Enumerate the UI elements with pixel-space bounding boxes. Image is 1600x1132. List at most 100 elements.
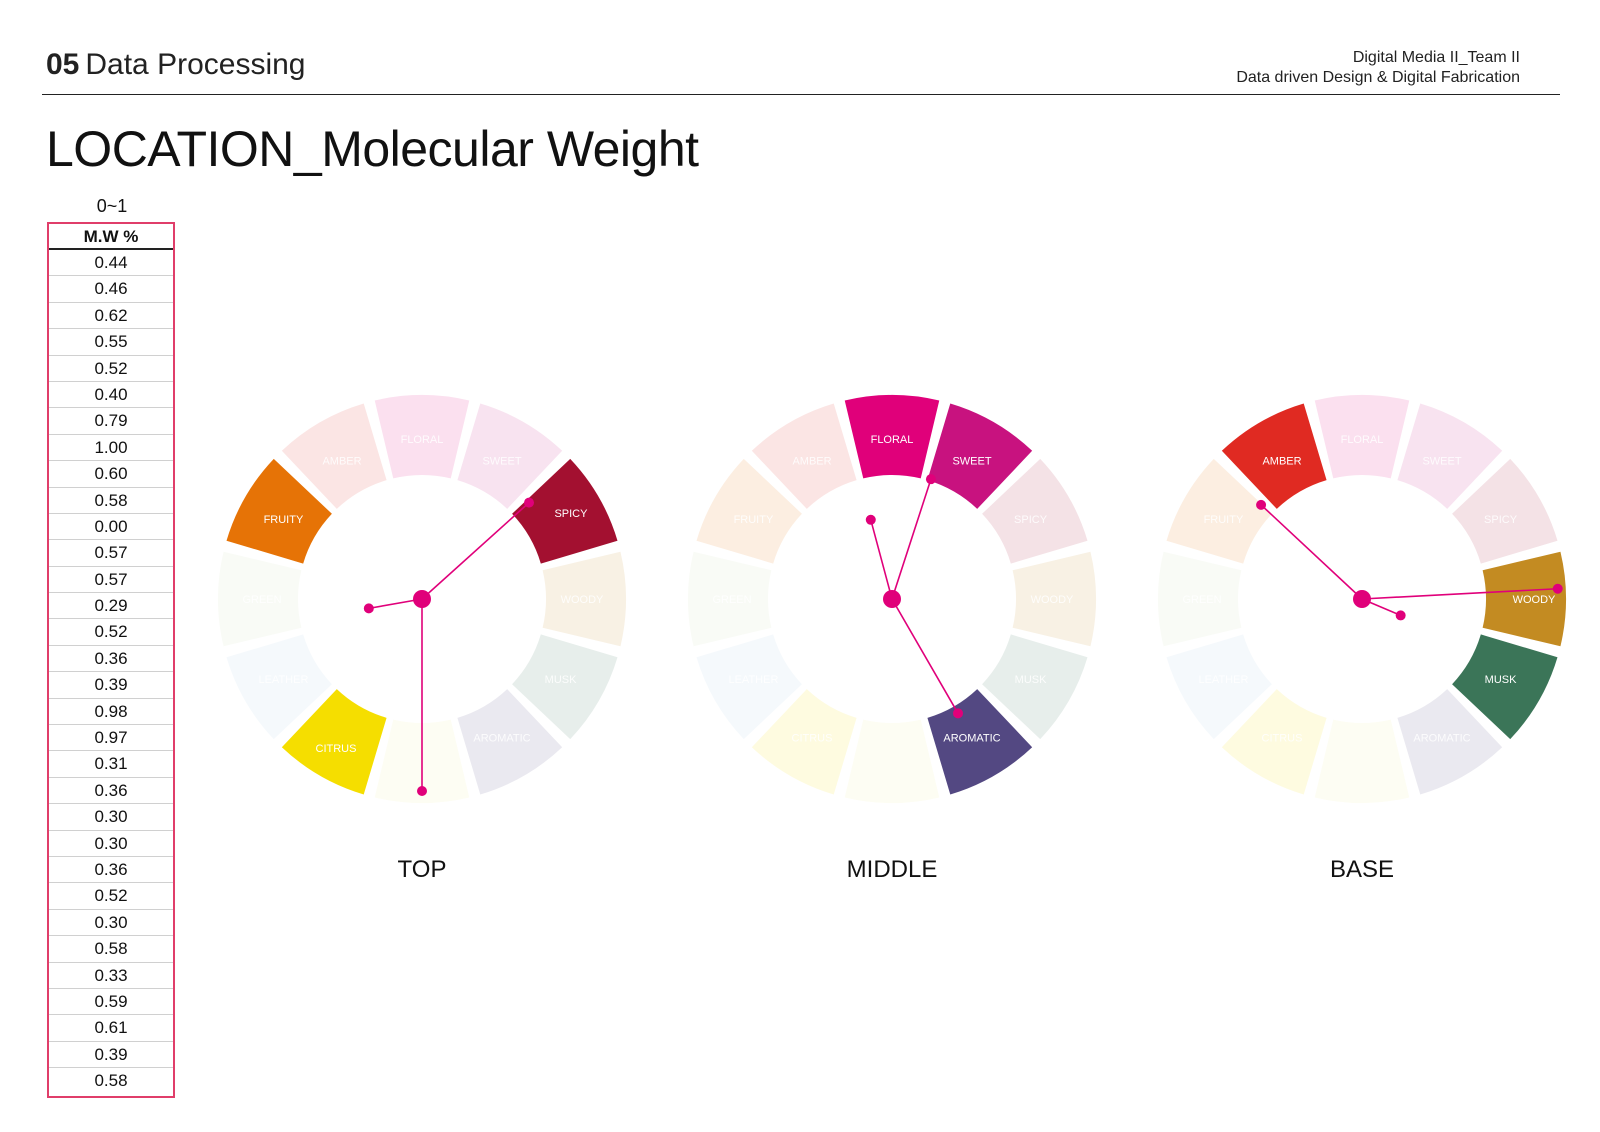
connector-line (421, 502, 530, 600)
segment-woody (542, 551, 626, 647)
segment-woody (1012, 551, 1096, 647)
connector-endpoint (865, 514, 876, 525)
segment-label-citrus: CITRUS (792, 733, 833, 745)
segment-fruity (226, 458, 332, 564)
table-row: 0.44 (49, 250, 173, 277)
table-row: 0.79 (49, 408, 173, 435)
range-label: 0~1 (96, 196, 128, 216)
section-title: Data Processing (85, 48, 306, 81)
table-row: 0.52 (49, 619, 173, 646)
segment-label-woody: WOODY (1031, 594, 1074, 606)
segment-amber (1221, 403, 1327, 509)
connector-line (891, 598, 959, 714)
segment-label-citrus: CITRUS (1262, 733, 1303, 745)
connector-line (1260, 504, 1363, 600)
table-row: 0.58 (49, 936, 173, 963)
table-row: 0.46 (49, 276, 173, 303)
segment-leather (226, 634, 332, 740)
connector-endpoint (1552, 583, 1563, 594)
table-row: 0.36 (49, 778, 173, 805)
segment-label-floral: FLORAL (1341, 434, 1384, 446)
segment-sweet (927, 403, 1033, 509)
segment-label-aromatic: AROMATIC (1413, 733, 1470, 745)
table-row: 0.36 (49, 857, 173, 884)
table-row: 0.57 (49, 567, 173, 594)
connector-endpoint (363, 603, 374, 614)
connector-endpoint (925, 474, 936, 485)
course-line: Data driven Design & Digital Fabrication (1236, 69, 1520, 86)
segment-label-green: GREEN (1182, 594, 1221, 606)
wheel-caption-base: BASE (1329, 856, 1395, 883)
molecular-weight-table: M.W % 0.44 0.46 0.62 0.55 0.52 0.40 0.79 1.00 0.… (47, 222, 175, 1098)
wheel-hub (883, 590, 901, 608)
segment-musk (512, 634, 618, 740)
segment-label-leather: LEATHER (258, 674, 308, 686)
segment-label-floral: FLORAL (871, 434, 914, 446)
segment-label-aromatic: AROMATIC (943, 733, 1000, 745)
segment-citrus (1221, 689, 1327, 795)
segment-label-fruity: FRUITY (1204, 514, 1244, 526)
segment-floral (844, 394, 940, 479)
segment-label-floral: FLORAL (401, 434, 444, 446)
wheel-top: FLORAL SWEET SPICY WOODY MUSK AROMATIC CITRUS L… (218, 394, 626, 803)
segment-sweet (457, 403, 563, 509)
team-line: Digital Media II_Team II (1352, 49, 1520, 66)
section-heading: 05 Data Processing (46, 48, 305, 82)
segment-green (1158, 551, 1242, 647)
segment-label-green: GREEN (712, 594, 751, 606)
segment-label-green: GREEN (242, 594, 281, 606)
table-row: 0.57 (49, 540, 173, 567)
table-row: 0.40 (49, 382, 173, 409)
segment-green (218, 551, 302, 647)
segment-spicy (512, 458, 618, 564)
segment-aromatic (457, 689, 563, 795)
table-row: 0.39 (49, 1042, 173, 1069)
table-header: M.W % (49, 224, 173, 250)
segment-musk (1452, 634, 1558, 740)
connector-endpoint (953, 708, 963, 719)
segment-label-sweet: SWEET (1422, 455, 1461, 467)
connector-line (891, 478, 932, 600)
segment-woody (1482, 551, 1566, 647)
segment-label-fruity: FRUITY (734, 514, 774, 526)
wheel-base: FLORAL SWEET SPICY WOODY MUSK AROMATIC CITRUS L… (1158, 394, 1566, 803)
segment-spicy (982, 458, 1088, 564)
section-number: 05 (46, 48, 80, 81)
connector-endpoint (524, 497, 535, 508)
wheel-hub (1353, 590, 1371, 608)
segment-fruity (696, 458, 802, 564)
segment-label-amber: AMBER (1262, 455, 1301, 467)
segment-leather (696, 634, 802, 740)
connector-endpoint (1395, 610, 1406, 621)
segment-amber (751, 403, 857, 509)
segment-musk (982, 634, 1088, 740)
table-row: 0.61 (49, 1015, 173, 1042)
segment-citrus (281, 689, 387, 795)
segment-label-fruity: FRUITY (264, 514, 304, 526)
connector-line (870, 519, 893, 600)
segment-floral (374, 394, 470, 479)
wheel-hub (413, 590, 431, 608)
segment-unlabeled (844, 719, 940, 804)
segment-label-musk: MUSK (1485, 674, 1517, 686)
table-row: 0.30 (49, 804, 173, 831)
table-row: 0.30 (49, 910, 173, 937)
segment-label-woody: WOODY (561, 594, 604, 606)
segment-label-spicy: SPICY (1484, 514, 1518, 526)
segment-citrus (751, 689, 857, 795)
segment-sweet (1397, 403, 1503, 509)
segment-label-amber: AMBER (792, 455, 831, 467)
table-row: 0.30 (49, 831, 173, 857)
segment-label-sweet: SWEET (482, 455, 521, 467)
connector-line (368, 598, 423, 610)
segment-leather (1166, 634, 1272, 740)
table-row: 0.55 (49, 329, 173, 356)
wheel-caption-top: TOP (397, 856, 447, 883)
connector-endpoint (1256, 499, 1267, 510)
segment-label-amber: AMBER (322, 455, 361, 467)
table-row: 0.29 (49, 593, 173, 620)
table-row: 0.62 (49, 303, 173, 330)
table-row: 0.97 (49, 725, 173, 752)
segment-spicy (1452, 458, 1558, 564)
